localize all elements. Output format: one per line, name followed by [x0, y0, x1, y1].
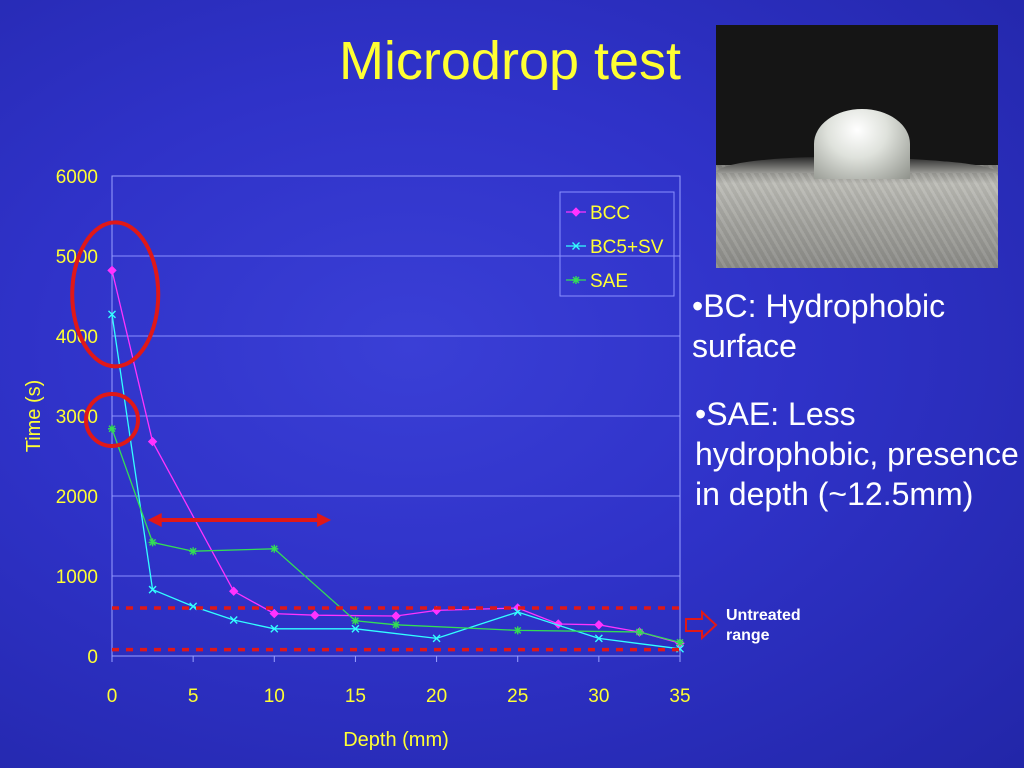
fabric-surface [716, 165, 998, 268]
highlight-ellipse [70, 220, 161, 369]
x-axis-title: Depth (mm) [343, 729, 449, 751]
data-point [676, 638, 684, 647]
data-point [148, 538, 157, 547]
untreated-range-label: Untreated range [726, 607, 801, 644]
bullet-bc-hydrophobic: •BC: Hydrophobic surface [692, 288, 946, 364]
legend-label: BC5+SV [590, 237, 664, 258]
y-tick-label: 6000 [56, 167, 98, 188]
data-point [432, 634, 441, 643]
y-tick-label: 4000 [56, 327, 98, 348]
x-tick-label: 20 [426, 686, 447, 707]
microdrop-photo [716, 25, 998, 268]
data-point [553, 619, 563, 629]
x-tick-label: 15 [345, 686, 366, 707]
highlight-ellipse [84, 392, 140, 448]
arrow-head-left-icon [147, 513, 162, 527]
series-line [111, 314, 681, 650]
bullet-sae-less-hydrophobic: •SAE: Less hydrophobic, presence in dept… [695, 396, 1019, 512]
data-point [107, 265, 117, 276]
x-tick-label: 0 [107, 686, 118, 707]
y-tick-label: 0 [87, 647, 98, 668]
x-tick-label: 35 [669, 686, 690, 707]
x-tick-label: 5 [188, 686, 199, 707]
plot-frame [111, 175, 681, 657]
series-line [111, 270, 681, 644]
data-point [189, 547, 198, 556]
y-tick-label: 2000 [56, 487, 98, 508]
annotation-layer [70, 220, 680, 652]
data-point [148, 585, 157, 594]
y-tick-label: 3000 [56, 407, 98, 428]
legend-label: BCC [590, 203, 630, 224]
y-axis-title: Time (s) [23, 380, 45, 453]
data-point [269, 608, 279, 619]
note-arrow-icon [685, 609, 718, 641]
data-point [189, 602, 198, 611]
arrow-head-right-icon [317, 513, 332, 527]
data-point [229, 616, 238, 624]
data-point [594, 634, 603, 643]
data-point [351, 624, 360, 633]
slide-title: Microdrop test [338, 31, 682, 91]
water-droplet [814, 109, 910, 179]
data-point [108, 424, 116, 433]
data-point [108, 310, 116, 319]
data-point [513, 626, 522, 635]
data-point [229, 586, 239, 596]
series-bcc [107, 265, 685, 648]
data-point [147, 436, 158, 447]
legend: BCC BC5+SV SAE [559, 191, 675, 297]
data-point [635, 628, 644, 636]
data-point [392, 620, 400, 629]
data-point [310, 610, 320, 620]
x-tick-label: 10 [264, 686, 285, 707]
series-layer [107, 265, 685, 653]
data-point [594, 620, 604, 630]
data-point [270, 544, 279, 553]
legend-box [559, 191, 675, 297]
data-point [351, 616, 360, 625]
legend-label: SAE [590, 271, 628, 292]
series-line [111, 428, 681, 644]
legend-marker [572, 276, 580, 284]
legend-marker [571, 207, 581, 217]
x-tick-label: 30 [588, 686, 609, 707]
data-point [270, 624, 279, 633]
data-point [391, 611, 401, 621]
y-tick-label: 1000 [56, 567, 98, 588]
series-bc5-sv [108, 310, 684, 653]
grid-layer [112, 175, 680, 577]
series-sae [108, 424, 684, 647]
x-tick-label: 25 [507, 686, 528, 707]
legend-marker [572, 242, 580, 250]
